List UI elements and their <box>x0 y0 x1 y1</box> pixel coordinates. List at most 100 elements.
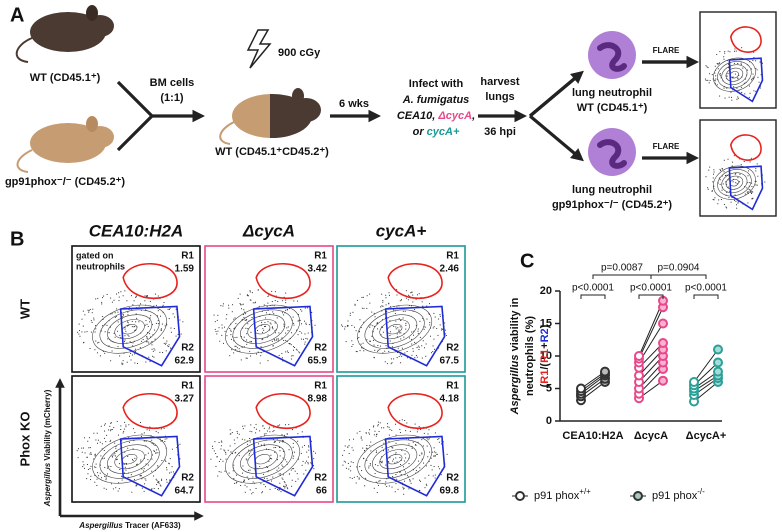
event-dot <box>282 466 284 468</box>
event-dot <box>406 474 408 476</box>
event-dot <box>234 317 236 319</box>
event-dot <box>366 459 368 461</box>
event-dot <box>399 354 401 356</box>
event-dot <box>124 421 126 423</box>
event-dot <box>230 338 232 340</box>
event-dot <box>110 429 112 431</box>
event-dot <box>97 297 99 299</box>
event-dot <box>303 444 305 446</box>
event-dot <box>753 57 755 59</box>
event-dot <box>96 484 98 486</box>
event-dot <box>723 56 725 58</box>
event-dot <box>379 480 381 482</box>
event-dot <box>346 325 348 327</box>
gate-r2 <box>119 305 181 367</box>
event-dot <box>174 316 176 318</box>
arrow <box>116 80 200 152</box>
event-dot <box>737 78 739 80</box>
event-dot <box>273 338 275 340</box>
event-dot <box>136 317 138 319</box>
event-dot <box>380 345 382 347</box>
event-dot <box>267 466 269 468</box>
event-dot <box>752 60 754 62</box>
event-dot <box>725 75 727 77</box>
event-dot <box>163 301 165 303</box>
event-dot <box>271 290 273 292</box>
event-dot <box>104 467 106 469</box>
event-dot <box>722 183 724 185</box>
event-dot <box>118 300 120 302</box>
event-dot <box>430 457 432 459</box>
event-dot <box>152 334 154 336</box>
event-dot <box>364 485 366 487</box>
event-dot <box>165 342 167 344</box>
event-dot <box>411 291 413 293</box>
event-dot <box>735 172 737 174</box>
event-dot <box>246 343 248 345</box>
event-dot <box>102 297 104 299</box>
gate-value: 66 <box>316 486 328 497</box>
event-dot <box>89 468 91 470</box>
gate-name: R1 <box>446 381 459 392</box>
event-dot <box>157 432 159 434</box>
event-dot <box>229 327 231 329</box>
event-dot <box>272 311 274 313</box>
event-dot <box>385 294 387 296</box>
event-dot <box>104 423 106 425</box>
event-dot <box>268 460 270 462</box>
event-dot <box>83 464 85 466</box>
event-dot <box>119 355 121 357</box>
event-dot <box>161 440 163 442</box>
text-part: Tracer (AF633) <box>123 521 181 530</box>
event-dot <box>273 426 275 428</box>
event-dot <box>377 349 379 351</box>
event-dot <box>248 449 250 451</box>
event-dot <box>376 450 378 452</box>
event-dot <box>293 346 295 348</box>
event-dot <box>165 460 167 462</box>
event-dot <box>734 194 736 196</box>
contour <box>107 444 153 474</box>
event-dot <box>310 462 312 464</box>
event-dot <box>145 320 147 322</box>
event-dot <box>236 336 238 338</box>
event-dot <box>411 331 413 333</box>
event-dot <box>727 158 729 160</box>
event-dot <box>269 488 271 490</box>
event-dot <box>283 485 285 487</box>
event-dot <box>359 430 361 432</box>
event-dot <box>381 460 383 462</box>
event-dot <box>343 450 345 452</box>
event-dot <box>705 79 707 81</box>
event-dot <box>418 346 420 348</box>
event-dot <box>390 358 392 360</box>
event-dot <box>127 334 129 336</box>
event-dot <box>424 487 426 489</box>
event-dot <box>128 309 130 311</box>
event-dot <box>116 330 118 332</box>
event-dot <box>432 345 434 347</box>
event-dot <box>109 440 111 442</box>
event-dot <box>419 454 421 456</box>
event-dot <box>748 188 750 190</box>
event-dot <box>288 449 290 451</box>
event-dot <box>404 310 406 312</box>
event-dot <box>747 175 749 177</box>
event-dot <box>740 64 742 66</box>
event-dot <box>291 468 293 470</box>
event-dot <box>383 427 385 429</box>
event-dot <box>399 457 401 459</box>
event-dot <box>432 351 434 353</box>
event-dot <box>307 332 309 334</box>
event-dot <box>90 479 92 481</box>
event-dot <box>410 482 412 484</box>
event-dot <box>375 481 377 483</box>
event-dot <box>362 296 364 298</box>
event-dot <box>306 451 308 453</box>
shape <box>16 149 33 173</box>
event-dot <box>260 352 262 354</box>
event-dot <box>153 348 155 350</box>
event-dot <box>311 311 313 313</box>
event-dot <box>213 314 215 316</box>
event-dot <box>399 432 401 434</box>
